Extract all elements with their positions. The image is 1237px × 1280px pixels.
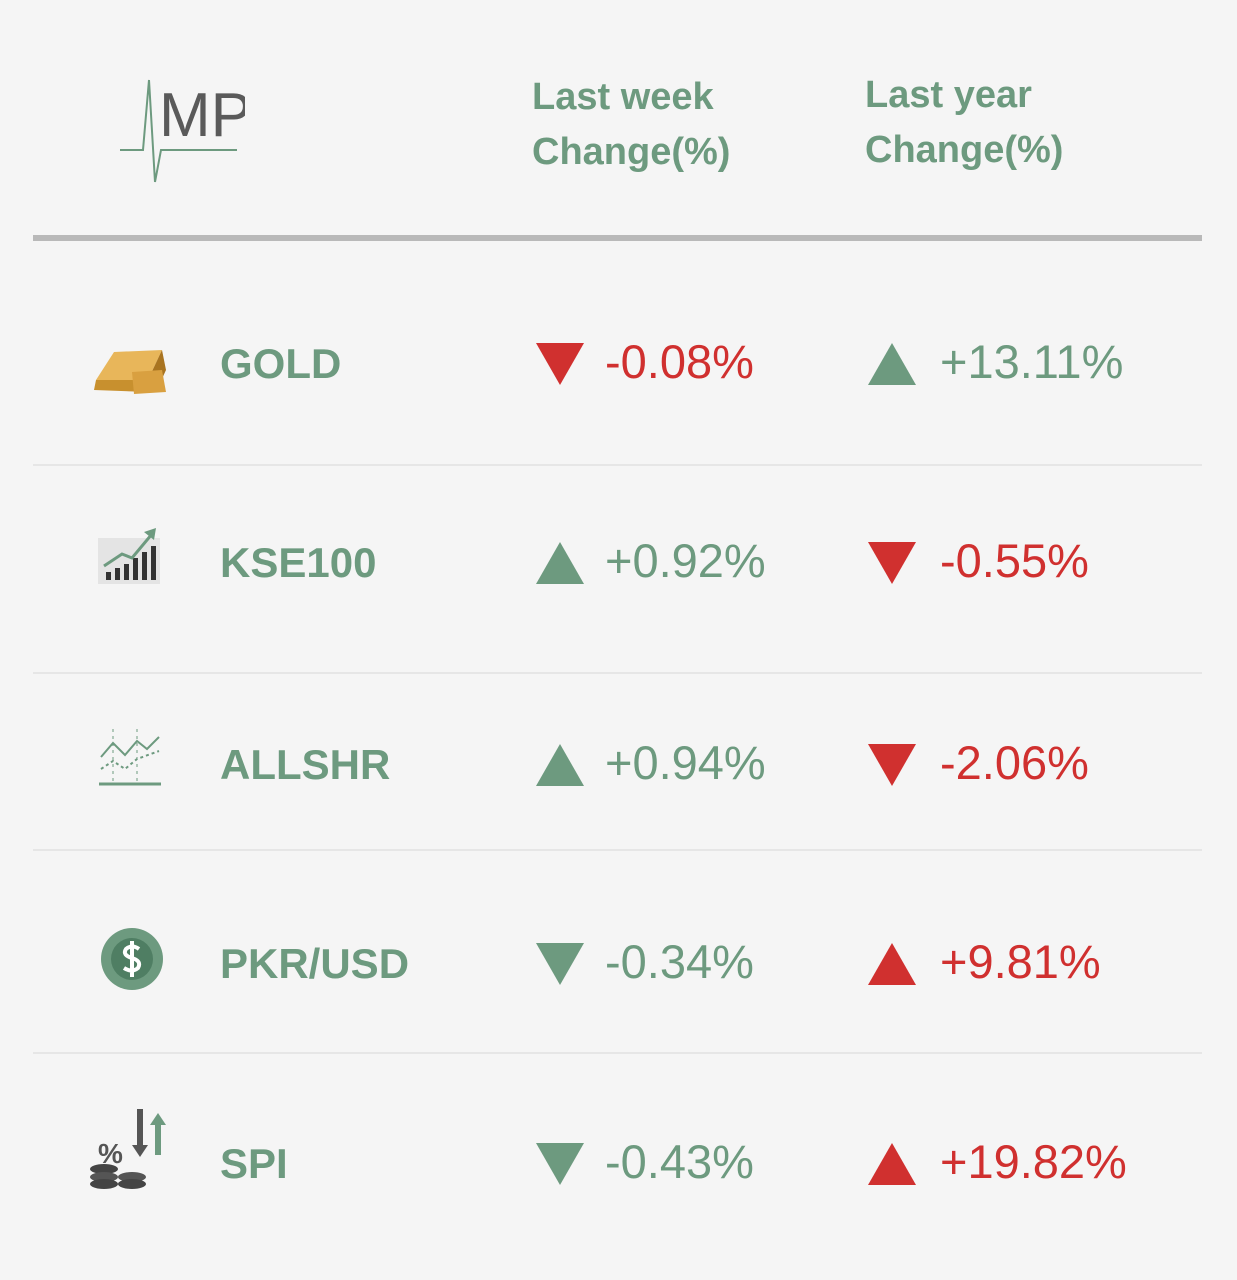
arrow-shape (536, 744, 584, 786)
arrow-up (536, 542, 584, 584)
arrow-shape (868, 744, 916, 786)
arrow-up (868, 943, 916, 985)
arrow-down (868, 542, 916, 584)
logo: MP (120, 79, 245, 183)
arrow-up (868, 343, 916, 385)
arrow-down (536, 343, 584, 385)
row-name: GOLD (220, 340, 342, 387)
change-value: -2.06% (940, 736, 1089, 789)
column-header: Last week Change(%) (532, 76, 731, 173)
arrow-down (536, 943, 584, 985)
row-divider (33, 672, 1202, 674)
arrow-shape (868, 343, 916, 385)
change-value: +19.82% (940, 1135, 1127, 1188)
svg-text:%: % (98, 1138, 123, 1169)
change-value: +9.81% (940, 935, 1101, 988)
change-value: -0.34% (605, 935, 754, 988)
change-value: -0.55% (940, 534, 1089, 587)
row-name: KSE100 (220, 539, 377, 586)
change-value: -0.08% (605, 335, 754, 388)
row-divider (33, 849, 1202, 851)
row-divider (33, 1052, 1202, 1054)
row-name: ALLSHR (220, 741, 391, 788)
spi-icon: % (90, 1109, 166, 1189)
header-divider (33, 235, 1202, 241)
arrow-shape (868, 1143, 916, 1185)
arrow-shape (536, 1143, 584, 1185)
chart-icon (98, 528, 160, 584)
arrow-up (536, 744, 584, 786)
change-value: -0.43% (605, 1135, 754, 1188)
arrow-shape (536, 943, 584, 985)
change-value: +13.11% (940, 335, 1124, 388)
logo-text: MP (159, 81, 245, 150)
change-value: +0.92% (605, 534, 766, 587)
arrow-shape (868, 943, 916, 985)
arrow-up (868, 1143, 916, 1185)
change-value: +0.94% (605, 736, 766, 789)
arrow-down (868, 744, 916, 786)
line-chart-icon (99, 729, 161, 786)
dollar-icon (101, 928, 163, 990)
arrow-shape (536, 542, 584, 584)
arrow-shape (536, 343, 584, 385)
row-divider (33, 464, 1202, 466)
column-header: Last year Change(%) (865, 74, 1064, 171)
row-name: SPI (220, 1140, 288, 1187)
logo-pulse (120, 79, 237, 183)
arrow-shape (868, 542, 916, 584)
arrow-down (536, 1143, 584, 1185)
gold-icon (94, 350, 166, 394)
row-name: PKR/USD (220, 940, 410, 987)
